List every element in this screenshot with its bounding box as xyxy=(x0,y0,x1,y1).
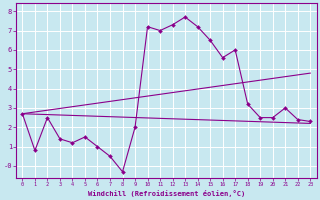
X-axis label: Windchill (Refroidissement éolien,°C): Windchill (Refroidissement éolien,°C) xyxy=(88,190,245,197)
